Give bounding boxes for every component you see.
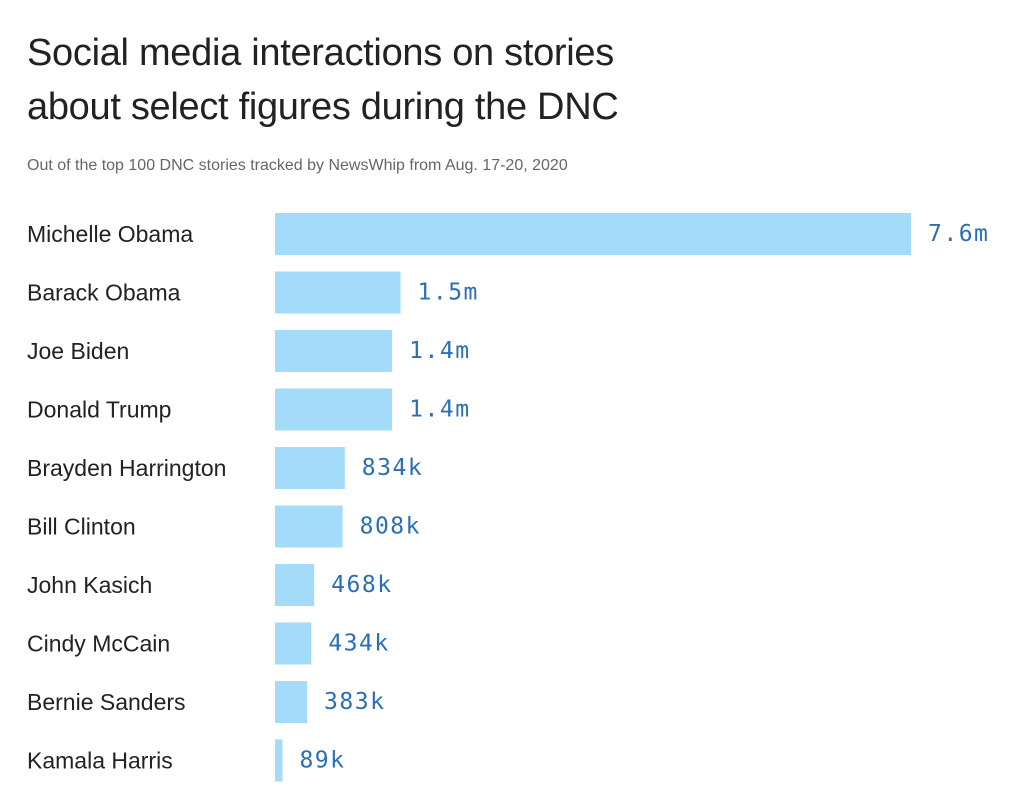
category-label: Cindy McCain xyxy=(27,631,170,657)
bar xyxy=(275,622,312,665)
chart-subtitle: Out of the top 100 DNC stories tracked b… xyxy=(27,157,568,174)
chart-title: Social media interactions on stories abo… xyxy=(27,26,787,134)
value-label: 1.4m xyxy=(409,338,470,364)
bar xyxy=(275,388,393,431)
bar xyxy=(275,681,308,723)
category-label: Brayden Harrington xyxy=(27,455,226,481)
category-label: Kamala Harris xyxy=(27,748,173,774)
value-label: 468k xyxy=(331,572,392,598)
bar xyxy=(275,213,911,255)
bar xyxy=(275,505,343,548)
category-label: Barack Obama xyxy=(27,280,181,306)
bar-row: Cindy McCain 434k xyxy=(27,622,389,665)
value-label: 7.6m xyxy=(928,221,989,247)
bar-row: Joe Biden 1.4m xyxy=(27,330,470,372)
value-label: 1.4m xyxy=(409,397,470,423)
category-label: Joe Biden xyxy=(27,338,129,364)
bar xyxy=(275,330,393,372)
value-label: 808k xyxy=(360,514,421,540)
bar-row: Barack Obama 1.5m xyxy=(27,271,479,314)
category-label: Bernie Sanders xyxy=(27,689,186,715)
bar-row: Bill Clinton 808k xyxy=(27,505,421,548)
category-label: Donald Trump xyxy=(27,397,171,423)
category-label: Michelle Obama xyxy=(27,221,193,247)
value-label: 834k xyxy=(362,455,423,481)
value-label: 383k xyxy=(324,689,385,715)
category-label: John Kasich xyxy=(27,572,152,598)
bar xyxy=(275,271,401,314)
value-label: 89k xyxy=(299,748,345,774)
bar xyxy=(275,447,345,489)
category-label: Bill Clinton xyxy=(27,514,136,540)
value-label: 434k xyxy=(328,631,389,657)
chart-title-line-2: about select figures during the DNC xyxy=(27,86,619,128)
bar xyxy=(275,739,283,782)
value-label: 1.5m xyxy=(418,280,479,306)
bar-row: Bernie Sanders 383k xyxy=(27,681,385,723)
bar-row: Donald Trump 1.4m xyxy=(27,388,470,431)
bar-row: Brayden Harrington 834k xyxy=(27,447,423,489)
bar-row: Michelle Obama 7.6m xyxy=(27,213,989,255)
bar-row: Kamala Harris 89k xyxy=(27,739,345,782)
chart-title-line-1: Social media interactions on stories xyxy=(27,32,614,74)
bar xyxy=(275,564,315,606)
bar-row: John Kasich 468k xyxy=(27,564,392,606)
